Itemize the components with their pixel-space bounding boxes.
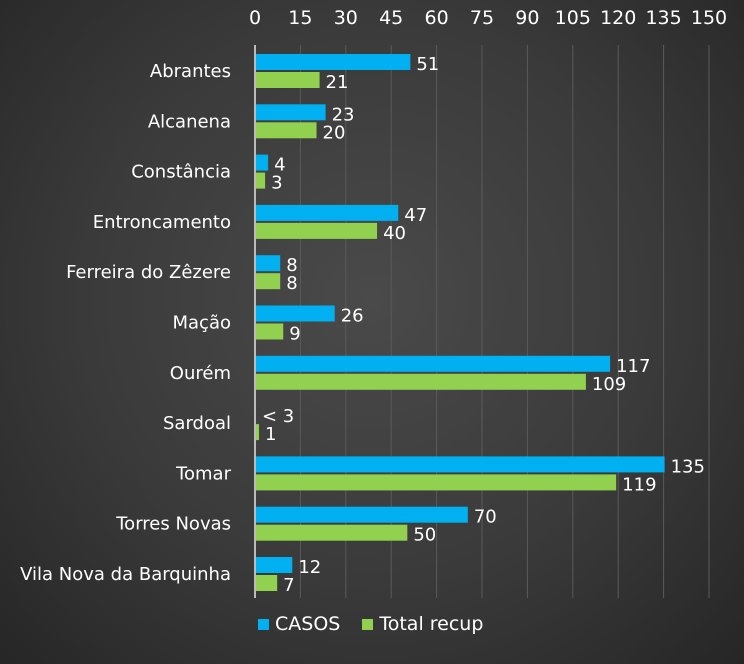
bar-casos [256,54,411,70]
bar-total-recup [256,222,378,239]
category-label: Torres Novas [115,514,231,535]
bar-casos [256,204,399,221]
data-label: 9 [289,324,300,345]
x-tick-label: 45 [379,7,403,29]
data-label: 26 [341,306,364,327]
x-tick-label: 15 [288,7,312,29]
category-label: Abrantes [150,61,231,82]
legend-swatch [362,618,374,630]
category-label: Vila Nova da Barquinha [20,564,231,585]
bar-casos [256,456,665,473]
data-label: 47 [404,205,427,226]
data-label: 109 [592,374,626,395]
bar-casos [256,355,611,372]
bar-total-recup [256,122,317,139]
bar-total-recup [256,172,266,189]
data-label: 4 [274,155,285,176]
data-label: 3 [271,173,282,194]
bar-casos [256,506,468,523]
data-label: 20 [323,122,346,143]
legend: CASOS Total recup [258,613,483,635]
bar-total-recup [256,373,586,390]
x-tick-label: 105 [555,7,591,29]
category-label: Constância [131,162,231,183]
category-label: Ferreira do Zêzere [66,262,231,283]
bar-total-recup [256,424,260,441]
x-tick-label: 150 [691,7,727,29]
bar-total-recup [256,273,281,290]
legend-item-casos: CASOS [258,613,340,635]
data-label: 135 [671,456,705,477]
category-label: Alcanena [148,111,231,132]
data-label: 70 [474,507,497,528]
x-tick-label: 75 [470,7,494,29]
data-label: 12 [298,557,321,578]
bar-casos [256,255,281,272]
data-label: 117 [616,356,650,377]
data-label: 7 [283,575,294,596]
bar-total-recup [256,323,284,340]
bar-total-recup [256,474,617,491]
x-tick-label: 60 [425,7,449,29]
bar-casos [256,557,293,573]
data-label: 8 [286,255,297,276]
legend-label: Total recup [379,613,484,635]
data-label: 23 [332,104,355,125]
category-label: Ourém [170,363,231,384]
bar-total-recup [256,72,320,88]
x-tick-label: 90 [515,7,539,29]
x-tick-label: 30 [334,7,358,29]
category-label: Sardoal [163,413,231,434]
data-label: < 3 [262,406,294,427]
data-label: 8 [286,273,297,294]
data-label: 50 [413,525,436,546]
data-label: 1 [265,424,276,445]
bar-casos [256,305,335,322]
category-label: Mação [173,313,232,334]
data-label: 21 [326,72,349,93]
x-tick-label: 0 [249,7,261,29]
bar-total-recup [256,575,278,591]
legend-swatch [258,618,269,630]
data-label: 40 [383,223,406,244]
x-tick-label: 120 [600,7,636,29]
category-label: Entroncamento [93,212,231,233]
data-label: 51 [416,54,439,75]
bar-casos [256,104,326,121]
bar-casos [256,154,269,171]
bar-total-recup [256,524,408,541]
data-label: 119 [622,474,656,495]
legend-label: CASOS [275,613,341,635]
x-tick-label: 135 [645,7,681,29]
category-label: Tomar [175,463,232,484]
legend-item-total-recup: Total recup [362,613,483,635]
